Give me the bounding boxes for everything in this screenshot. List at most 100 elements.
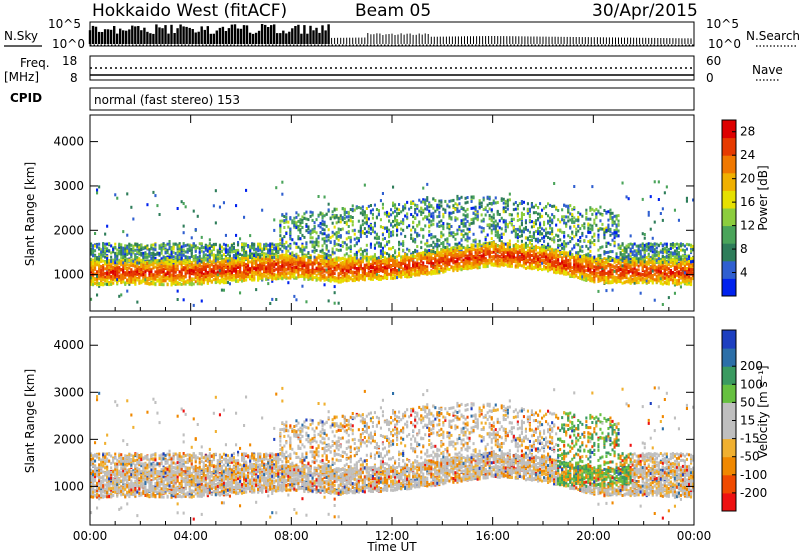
nave-tick-high: 60 [706,54,721,68]
power-echo-cell [271,270,274,273]
power-echo-cell [309,260,312,264]
power-echo-cell [112,277,115,281]
power-echo-cell [130,279,133,283]
power-echo-cell [226,272,229,276]
power-echo-cell [134,248,137,252]
power-echo-cell [102,247,105,251]
power-echo-cell [96,277,99,280]
power-echo-cell [309,236,312,240]
power-echo-cell [122,266,125,270]
power-echo-cell [255,262,258,266]
power-echo-cell [347,236,350,240]
power-echo-cell [150,253,153,257]
power-echo-cell [333,242,336,246]
power-echo-cell [90,252,93,256]
power-echo-cell [269,242,272,246]
power-echo-cell [188,260,191,263]
power-echo-cell [184,256,187,260]
power-echo-cell [108,267,111,271]
power-echo-cell [309,273,312,277]
power-echo-cell [138,246,141,250]
power-echo-cell [321,255,324,259]
power-echo-cell [386,242,389,246]
power-echo-cell [418,198,421,202]
power-echo-cell [317,253,320,257]
power-echo-cell [432,206,435,210]
power-echo-cell [220,260,223,264]
power-echo-cell [420,265,423,269]
power-echo-cell [251,278,254,282]
power-echo-cell [337,272,340,276]
power-echo-cell [305,264,308,268]
power-echo-cell [297,213,300,217]
power-echo-cell [277,255,280,259]
power-echo-cell [319,268,322,272]
power-echo-cell [299,221,302,225]
power-echo-cell [144,252,147,256]
power-echo-cell [367,262,370,266]
power-echo-cell [289,244,292,248]
power-echo-cell [420,210,423,214]
power-echo-cell [196,279,199,283]
power-echo-cell [297,224,300,228]
power-echo-cell [301,257,304,261]
power-echo-cell [194,249,197,253]
power-echo-cell [341,265,344,269]
power-echo-cell [259,276,262,280]
power-echo-cell [241,254,244,258]
power-echo-cell [108,249,111,253]
power-echo-cell [118,261,121,265]
power-echo-cell [373,221,376,225]
power-echo-cell [136,261,139,265]
power-echo-cell [170,247,173,251]
nsearch-label: N.Search [746,29,800,43]
power-echo-cell [367,256,370,259]
power-echo-cell [416,233,419,237]
power-echo-cell [162,269,165,273]
power-echo-cell [118,249,121,253]
power-echo-cell [218,265,221,269]
power-echo-cell [359,226,362,230]
power-echo-cell [363,273,366,277]
power-echo-cell [239,252,242,256]
power-echo-cell [373,236,376,240]
power-echo-cell [331,234,334,238]
power-echo-cell [289,237,292,241]
power-echo-cell [412,260,415,264]
power-echo-cell [383,269,386,273]
power-echo-cell [353,208,356,212]
power-echo-cell [106,262,109,266]
power-echo-cell [110,255,113,259]
power-echo-cell [128,245,131,249]
power-echo-cell [325,277,328,281]
power-echo-cell [114,267,117,271]
power-echo-cell [146,261,149,265]
power-echo-cell [289,256,292,260]
power-echo-cell [396,233,399,237]
power-echo-cell [361,259,364,263]
power-echo-cell [287,281,290,285]
power-echo-cell [206,273,209,277]
power-echo-cell [138,269,141,273]
power-echo-cell [408,259,411,263]
power-echo-cell [343,211,346,215]
power-echo-cell [325,263,328,266]
power-echo-cell [279,267,282,270]
power-echo-cell [402,228,405,232]
nsky-label: N.Sky [4,29,38,43]
power-echo-cell [365,266,368,269]
power-echo-cell [176,243,179,247]
power-echo-cell [388,272,391,276]
cpid-value: normal (fast stereo) 153 [94,93,240,107]
power-echo-cell [337,243,340,247]
power-echo-cell [349,270,352,273]
power-echo-cell [283,215,286,218]
power-echo-cell [426,215,429,219]
power-echo-cell [311,265,314,269]
power-echo-cell [200,299,203,303]
power-echo-cell [426,250,429,254]
power-echo-cell [168,265,171,269]
power-echo-cell [194,247,197,251]
power-echo-cell [426,261,429,265]
power-echo-cell [134,276,137,280]
